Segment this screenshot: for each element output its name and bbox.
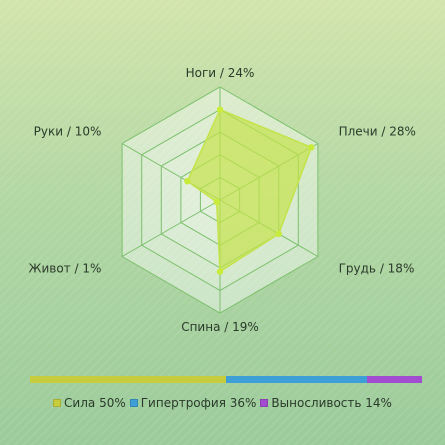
legend-swatch — [260, 399, 269, 407]
data-point-2[interactable] — [275, 230, 282, 238]
axis-label-3: Спина / 19% — [181, 320, 259, 334]
legend: Сила 50% Гипертрофия 36% Выносливость 14% — [0, 396, 445, 410]
axis-label-4: Живот / 1% — [29, 262, 102, 276]
axis-spoke-4 — [121, 199, 221, 257]
distribution-bar — [30, 376, 422, 383]
data-point-1[interactable] — [308, 144, 315, 151]
legend-item: Гипертрофия 36% — [129, 396, 257, 410]
axis-label-1: Плечи / 28% — [339, 125, 416, 139]
distribution-segment-1 — [226, 376, 368, 383]
data-point-4[interactable] — [213, 198, 220, 206]
legend-swatch — [129, 399, 138, 407]
data-point-0[interactable] — [216, 106, 224, 113]
data-point-5[interactable] — [184, 178, 191, 185]
data-point-3[interactable] — [216, 268, 224, 275]
distribution-segment-0 — [30, 376, 226, 383]
legend-swatch — [53, 399, 62, 407]
axis-label-2: Грудь / 18% — [339, 262, 415, 276]
axis-labels: Ноги / 24% Плечи / 28% Грудь / 18% Спина / … — [29, 66, 416, 334]
legend-label: Гипертрофия 36% — [140, 396, 257, 410]
axis-label-5: Руки / 10% — [34, 125, 102, 139]
legend-item: Выносливость 14% — [260, 396, 392, 410]
radar-series — [184, 106, 315, 275]
axis-label-0: Ноги / 24% — [186, 66, 255, 80]
distribution-segment-2 — [367, 376, 422, 383]
legend-label: Выносливость 14% — [271, 396, 392, 410]
legend-item: Сила 50% — [53, 396, 126, 410]
legend-label: Сила 50% — [64, 396, 126, 410]
